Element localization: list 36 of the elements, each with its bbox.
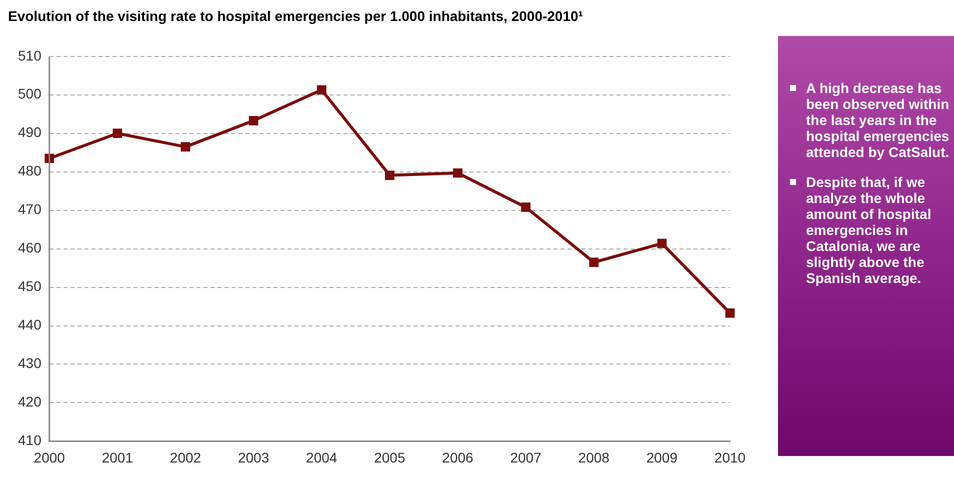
x-tick-label: 2002 (170, 449, 202, 466)
point (453, 168, 462, 178)
y-tick-label: 410 (18, 432, 42, 448)
y-tick-label: 470 (18, 201, 42, 218)
x-tick-label: 2007 (510, 449, 542, 466)
point (316, 85, 326, 95)
point (112, 128, 122, 138)
x-tick-label: 2006 (442, 449, 474, 466)
y-tick-label: 500 (18, 86, 42, 102)
y-tick-label: 440 (18, 316, 42, 333)
point (725, 308, 735, 318)
chart-title: Evolution of the visiting rate to hospital emergencies per 1.000 inhabitants, 2000-2010¹ (8, 8, 583, 24)
point (248, 116, 258, 126)
y-tick-label: 480 (18, 162, 42, 179)
point (657, 238, 667, 248)
y-tick-label: 430 (18, 355, 42, 372)
point (180, 142, 190, 152)
y-tick-label: 450 (18, 278, 42, 294)
x-tick-label: 2008 (578, 449, 610, 466)
point (521, 202, 530, 212)
point (384, 170, 394, 180)
y-tick-label: 490 (18, 124, 42, 140)
x-tick-label: 2003 (238, 449, 270, 466)
x-tick-label: 2004 (306, 449, 338, 466)
x-tick-label: 2010 (714, 449, 746, 466)
point (44, 154, 54, 164)
x-tick-label: 2000 (34, 449, 66, 466)
y-tick-label: 420 (18, 394, 42, 410)
text: Despite that, if we analyze the whole amount of hospital emergencies in Catalonia, we are slightly above the Spanish average. (806, 174, 932, 286)
y-tick-label: 510 (18, 47, 42, 64)
point (589, 258, 599, 267)
x-tick-label: 2005 (374, 449, 406, 466)
x-tick-label: 2009 (646, 449, 678, 466)
x-tick-label: 2001 (102, 449, 134, 466)
y-tick-label: 460 (18, 240, 42, 256)
text: A high decrease has been observed within the last years in the hospital emergencies attended by CatSalut. (806, 80, 950, 160)
